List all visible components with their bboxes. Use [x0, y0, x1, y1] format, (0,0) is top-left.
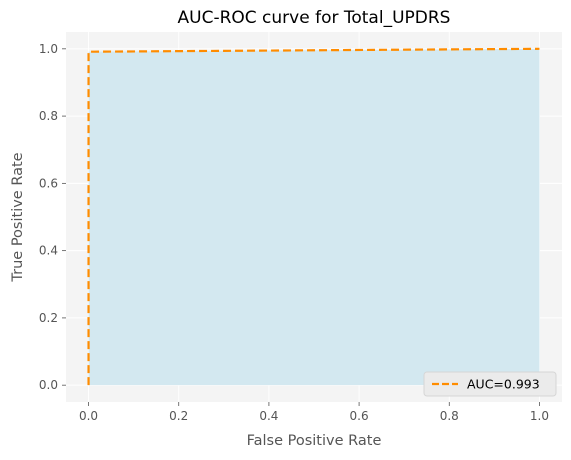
- y-tick-label: 0.4: [39, 244, 58, 258]
- x-tick-label: 0.2: [169, 409, 188, 423]
- y-tick-label: 1.0: [39, 42, 58, 56]
- y-tick-label: 0.0: [39, 378, 58, 392]
- legend-box: [423, 371, 557, 397]
- area-under-curve: [88, 48, 540, 386]
- legend: AUC=0.993: [423, 371, 557, 397]
- x-tick-label: 0.4: [259, 409, 278, 423]
- x-tick-label: 1.0: [530, 409, 549, 423]
- chart-title: AUC-ROC curve for Total_UPDRS: [178, 8, 451, 28]
- x-tick-label: 0.6: [350, 409, 369, 423]
- y-axis-label: True Positive Rate: [10, 152, 26, 282]
- roc-curve-line: [87, 47, 540, 386]
- roc-curve-group: [87, 47, 540, 386]
- legend-label: AUC=0.993: [467, 377, 540, 392]
- y-tick-label: 0.6: [39, 176, 58, 190]
- x-tick-label: 0.0: [79, 409, 98, 423]
- x-axis-label: False Positive Rate: [247, 433, 382, 449]
- x-ticks: 0.0 0.2 0.4 0.6 0.8 1.0: [79, 402, 549, 423]
- y-tick-label: 0.8: [39, 109, 58, 123]
- y-ticks: 0.0 0.2 0.4 0.6 0.8 1.0: [39, 42, 66, 392]
- x-tick-label: 0.8: [440, 409, 459, 423]
- y-tick-label: 0.2: [39, 311, 58, 325]
- area-fill-group: [88, 48, 540, 386]
